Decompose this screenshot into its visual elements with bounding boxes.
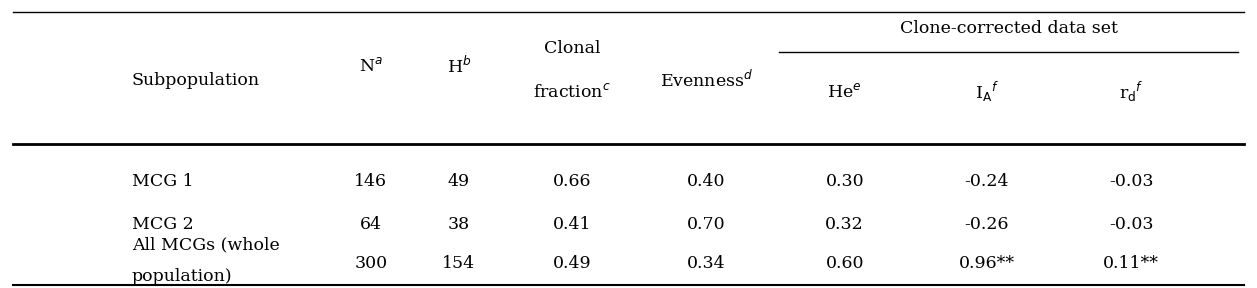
Text: 0.40: 0.40 (688, 173, 725, 190)
Text: All MCGs (whole: All MCGs (whole (132, 236, 280, 253)
Text: -0.24: -0.24 (964, 173, 1009, 190)
Text: N$^a$: N$^a$ (358, 57, 383, 75)
Text: 300: 300 (354, 255, 387, 272)
Text: Clone-corrected data set: Clone-corrected data set (900, 20, 1117, 37)
Text: Clonal: Clonal (544, 40, 600, 58)
Text: -0.26: -0.26 (964, 216, 1009, 233)
Text: 146: 146 (354, 173, 387, 190)
Text: MCG 2: MCG 2 (132, 216, 194, 233)
Text: r$_\mathrm{d}$$^f$: r$_\mathrm{d}$$^f$ (1119, 80, 1144, 104)
Text: 0.41: 0.41 (553, 216, 591, 233)
Text: I$_\mathrm{A}$$^f$: I$_\mathrm{A}$$^f$ (975, 80, 998, 104)
Text: 154: 154 (442, 255, 475, 272)
Text: Subpopulation: Subpopulation (132, 72, 260, 89)
Text: 38: 38 (447, 216, 470, 233)
Text: 0.60: 0.60 (826, 255, 864, 272)
Text: fraction$^c$: fraction$^c$ (533, 83, 611, 101)
Text: -0.03: -0.03 (1109, 173, 1154, 190)
Text: 0.11**: 0.11** (1104, 255, 1159, 272)
Text: 0.49: 0.49 (553, 255, 591, 272)
Text: 64: 64 (360, 216, 382, 233)
Text: MCG 1: MCG 1 (132, 173, 194, 190)
Text: He$^e$: He$^e$ (827, 83, 862, 101)
Text: 0.30: 0.30 (826, 173, 864, 190)
Text: H$^b$: H$^b$ (446, 56, 471, 77)
Text: 0.66: 0.66 (553, 173, 591, 190)
Text: population): population) (132, 268, 233, 285)
Text: -0.03: -0.03 (1109, 216, 1154, 233)
Text: 0.34: 0.34 (688, 255, 725, 272)
Text: 0.32: 0.32 (826, 216, 864, 233)
Text: 0.96**: 0.96** (959, 255, 1014, 272)
Text: 0.70: 0.70 (688, 216, 725, 233)
Text: 49: 49 (447, 173, 470, 190)
Text: Evenness$^d$: Evenness$^d$ (660, 70, 753, 91)
